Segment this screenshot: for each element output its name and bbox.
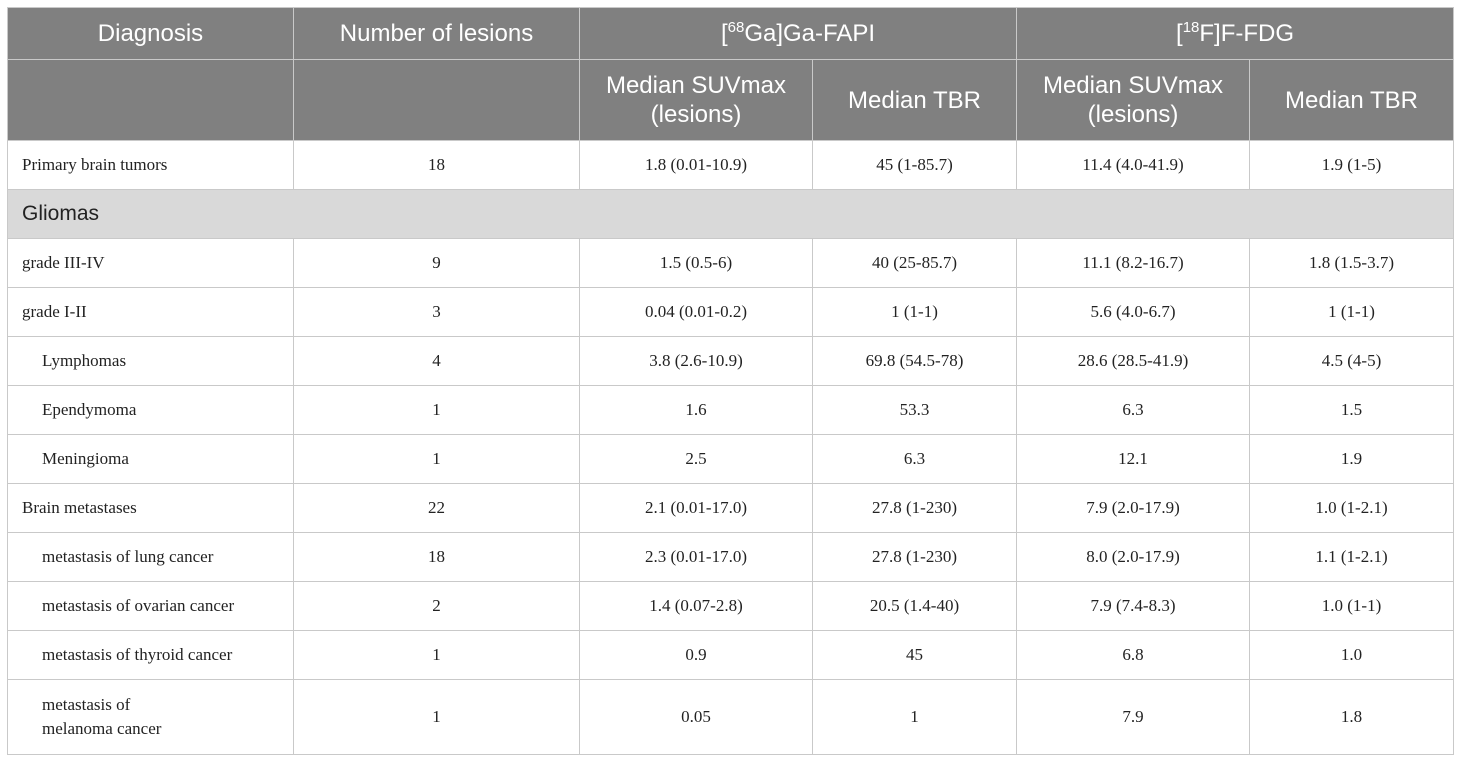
table-body: Primary brain tumors 18 1.8 (0.01-10.9) 45 … <box>6 140 1455 755</box>
fapi-suvmax-cell: 3.8 (2.6-10.9) <box>579 336 813 386</box>
diagnosis-cell: metastasis of ovarian cancer <box>7 581 294 631</box>
fdg-suvmax-cell: 6.3 <box>1016 385 1251 435</box>
fdg-suvmax-cell: 11.4 (4.0-41.9) <box>1016 140 1251 190</box>
diagnosis-cell: Ependymoma <box>7 385 294 435</box>
fapi-suvmax-cell: 0.04 (0.01-0.2) <box>579 287 813 337</box>
fapi-suvmax-cell: 1.4 (0.07-2.8) <box>579 581 813 631</box>
diagnosis-cell: grade III-IV <box>7 238 294 288</box>
fdg-tbr-cell: 4.5 (4-5) <box>1249 336 1455 386</box>
lesions-cell: 18 <box>293 532 580 582</box>
diagnosis-cell: metastasis of thyroid cancer <box>7 630 294 680</box>
lesions-cell: 2 <box>293 581 580 631</box>
lesions-cell: 22 <box>293 483 580 533</box>
fapi-tbr-cell: 45 (1-85.7) <box>811 140 1018 190</box>
fdg-tbr-cell: 1.0 (1-2.1) <box>1249 483 1455 533</box>
table-row: Lymphomas 4 3.8 (2.6-10.9) 69.8 (54.5-78) 28… <box>7 336 1455 386</box>
header-f-fdg: [18F]F-FDG <box>1016 7 1455 60</box>
fdg-tbr-cell: 1.9 (1-5) <box>1249 140 1455 190</box>
lesions-cell: 9 <box>293 238 580 288</box>
fapi-tbr-cell: 69.8 (54.5-78) <box>811 336 1018 386</box>
diagnosis-cell: Brain metastases <box>7 483 294 533</box>
lesions-cell: 4 <box>293 336 580 386</box>
section-label: Gliomas <box>6 189 1455 239</box>
header-fapi-median-suvmax: Median SUVmax (lesions) <box>579 59 813 141</box>
fdg-tbr-cell: 1.9 <box>1249 434 1455 484</box>
lesions-cell: 1 <box>293 385 580 435</box>
fdg-suvmax-cell: 7.9 (7.4-8.3) <box>1016 581 1251 631</box>
fdg-suvmax-cell: 8.0 (2.0-17.9) <box>1016 532 1251 582</box>
diagnosis-cell: Primary brain tumors <box>7 140 294 190</box>
fapi-tbr-cell: 1 <box>811 679 1018 755</box>
fdg-tbr-cell: 1.5 <box>1249 385 1455 435</box>
table-row: grade III-IV 9 1.5 (0.5-6) 40 (25-85.7) 11.1… <box>7 238 1455 288</box>
fdg-suvmax-cell: 5.6 (4.0-6.7) <box>1016 287 1251 337</box>
table-row: metastasis of lung cancer 18 2.3 (0.01-17.… <box>7 532 1455 582</box>
table-row: Meningioma 1 2.5 6.3 12.1 1.9 <box>7 434 1455 484</box>
fdg-tbr-cell: 1.8 (1.5-3.7) <box>1249 238 1455 288</box>
header-ga-fapi: [68Ga]Ga-FAPI <box>578 7 1018 60</box>
header-empty-lesions <box>293 59 580 141</box>
table-row: Ependymoma 1 1.6 53.3 6.3 1.5 <box>7 385 1455 435</box>
diagnosis-cell: grade I-II <box>7 287 294 337</box>
table-row: metastasis of ovarian cancer 2 1.4 (0.07-2… <box>7 581 1455 631</box>
fdg-suvmax-cell: 7.9 (2.0-17.9) <box>1016 483 1251 533</box>
header-diagnosis: Diagnosis <box>7 7 294 60</box>
section-row: Gliomas <box>6 189 1455 239</box>
fdg-suvmax-cell: 28.6 (28.5-41.9) <box>1016 336 1251 386</box>
fapi-tbr-cell: 27.8 (1-230) <box>811 483 1018 533</box>
fapi-suvmax-cell: 0.05 <box>579 679 813 755</box>
header-fapi-median-tbr: Median TBR <box>811 59 1018 141</box>
fapi-suvmax-cell: 2.3 (0.01-17.0) <box>579 532 813 582</box>
fdg-tbr-cell: 1.1 (1-2.1) <box>1249 532 1455 582</box>
lesions-cell: 1 <box>293 630 580 680</box>
diagnosis-cell: Lymphomas <box>7 336 294 386</box>
diagnosis-cell: metastasis of melanoma cancer <box>7 679 294 755</box>
fapi-tbr-cell: 6.3 <box>811 434 1018 484</box>
fapi-suvmax-cell: 1.6 <box>579 385 813 435</box>
header-empty-diagnosis <box>7 59 294 141</box>
diagnosis-cell: metastasis of lung cancer <box>7 532 294 582</box>
fapi-suvmax-cell: 2.5 <box>579 434 813 484</box>
fapi-tbr-cell: 27.8 (1-230) <box>811 532 1018 582</box>
table-row: metastasis of melanoma cancer 1 0.05 1 7.9 1.8 <box>7 679 1455 755</box>
header-fdg-median-tbr: Median TBR <box>1249 59 1455 141</box>
diagnosis-cell: Meningioma <box>7 434 294 484</box>
fdg-suvmax-cell: 6.8 <box>1016 630 1251 680</box>
fdg-suvmax-cell: 12.1 <box>1016 434 1251 484</box>
diagnosis-line: metastasis of <box>42 695 131 714</box>
fapi-tbr-cell: 40 (25-85.7) <box>811 238 1018 288</box>
header-fdg-median-suvmax: Median SUVmax (lesions) <box>1016 59 1251 141</box>
table-row: grade I-II 3 0.04 (0.01-0.2) 1 (1-1) 5.6 (4.… <box>7 287 1455 337</box>
fapi-suvmax-cell: 2.1 (0.01-17.0) <box>579 483 813 533</box>
fdg-tbr-cell: 1.0 (1-1) <box>1249 581 1455 631</box>
table-row: metastasis of thyroid cancer 1 0.9 45 6.8 1.0 <box>7 630 1455 680</box>
lesions-cell: 18 <box>293 140 580 190</box>
table-row: Primary brain tumors 18 1.8 (0.01-10.9) 45 … <box>7 140 1455 190</box>
fapi-tbr-cell: 45 <box>811 630 1018 680</box>
fdg-suvmax-cell: 7.9 <box>1016 679 1251 755</box>
fdg-tbr-cell: 1.8 <box>1249 679 1455 755</box>
fapi-tbr-cell: 53.3 <box>811 385 1018 435</box>
fdg-suvmax-cell: 11.1 (8.2-16.7) <box>1016 238 1251 288</box>
fapi-tbr-cell: 1 (1-1) <box>811 287 1018 337</box>
header-number-of-lesions: Number of lesions <box>293 7 580 60</box>
fdg-tbr-cell: 1.0 <box>1249 630 1455 680</box>
fapi-suvmax-cell: 1.8 (0.01-10.9) <box>579 140 813 190</box>
table-header: Diagnosis Number of lesions [68Ga]Ga-FAP… <box>7 7 1455 141</box>
fdg-tbr-cell: 1 (1-1) <box>1249 287 1455 337</box>
lesions-cell: 1 <box>293 434 580 484</box>
diagnosis-line: melanoma cancer <box>42 719 162 738</box>
fapi-tbr-cell: 20.5 (1.4-40) <box>811 581 1018 631</box>
fapi-suvmax-cell: 1.5 (0.5-6) <box>579 238 813 288</box>
lesions-cell: 3 <box>293 287 580 337</box>
fapi-suvmax-cell: 0.9 <box>579 630 813 680</box>
lesions-cell: 1 <box>293 679 580 755</box>
results-table: Diagnosis Number of lesions [68Ga]Ga-FAP… <box>6 7 1455 755</box>
table-row: Brain metastases 22 2.1 (0.01-17.0) 27.8 (1… <box>7 483 1455 533</box>
